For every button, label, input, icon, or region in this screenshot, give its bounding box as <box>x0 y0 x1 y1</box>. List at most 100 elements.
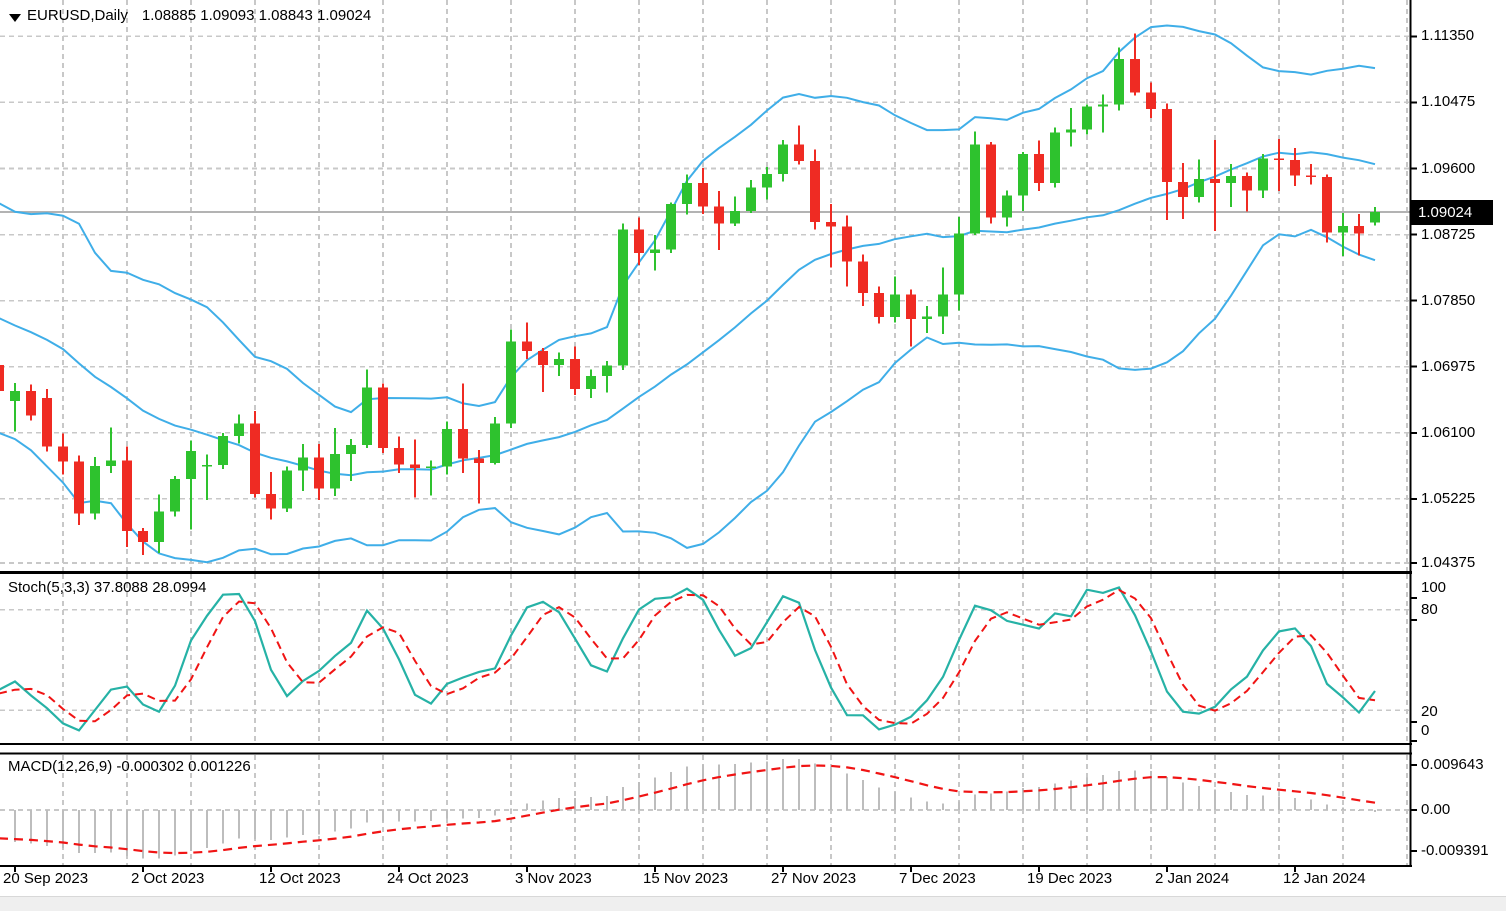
stoch-d-line[interactable] <box>0 588 1376 725</box>
candle[interactable] <box>1082 104 1092 135</box>
candle[interactable] <box>490 416 500 465</box>
candle[interactable] <box>762 167 772 200</box>
candle[interactable] <box>1098 94 1108 133</box>
candle[interactable] <box>778 139 788 182</box>
candle[interactable] <box>154 494 164 553</box>
candle[interactable] <box>858 254 868 306</box>
candle[interactable] <box>938 267 948 334</box>
candle[interactable] <box>698 167 708 214</box>
candle[interactable] <box>10 382 20 432</box>
candle[interactable] <box>1242 172 1252 212</box>
candle[interactable] <box>410 439 420 498</box>
bollinger-lower-band[interactable] <box>0 228 1376 564</box>
candle[interactable] <box>106 427 116 473</box>
candle[interactable] <box>1034 140 1044 192</box>
candle[interactable] <box>250 410 260 498</box>
candle[interactable] <box>794 125 804 165</box>
candle[interactable] <box>1130 33 1140 96</box>
candle[interactable] <box>890 276 900 323</box>
candle[interactable] <box>1338 213 1348 257</box>
candle[interactable] <box>506 329 516 429</box>
candle[interactable] <box>0 356 4 399</box>
candle[interactable] <box>442 421 452 475</box>
candle[interactable] <box>1210 139 1220 232</box>
candle[interactable] <box>298 444 308 491</box>
candle[interactable] <box>1002 190 1012 227</box>
bollinger-middle-band[interactable] <box>0 151 1376 477</box>
candle[interactable] <box>362 369 372 448</box>
macd-signal-line[interactable] <box>0 764 1376 855</box>
candle[interactable] <box>1306 163 1316 185</box>
candle[interactable] <box>394 436 404 473</box>
candle[interactable] <box>634 217 644 266</box>
candle[interactable] <box>1018 151 1028 211</box>
candle[interactable] <box>1322 174 1332 243</box>
candle[interactable] <box>618 223 628 371</box>
candles[interactable] <box>0 33 1380 556</box>
candle[interactable] <box>122 446 132 547</box>
bollinger-upper-band[interactable] <box>0 24 1376 414</box>
candle[interactable] <box>378 383 388 454</box>
candle[interactable] <box>1178 163 1188 220</box>
candle[interactable] <box>1114 47 1124 111</box>
candle[interactable] <box>26 384 36 421</box>
candle[interactable] <box>1194 159 1204 203</box>
macd-histogram[interactable] <box>0 759 1376 859</box>
candle[interactable] <box>842 215 852 287</box>
candle[interactable] <box>650 234 660 271</box>
candle[interactable] <box>1370 206 1380 226</box>
candle[interactable] <box>682 174 692 215</box>
candle[interactable] <box>570 346 580 396</box>
candle[interactable] <box>730 196 740 226</box>
candle[interactable] <box>314 444 324 500</box>
candle[interactable] <box>810 149 820 230</box>
candle[interactable] <box>554 352 564 377</box>
candle[interactable] <box>666 202 676 254</box>
candle[interactable] <box>218 432 228 470</box>
candle[interactable] <box>538 348 548 392</box>
price-axis-label: 1.07850 <box>1421 291 1476 309</box>
candle[interactable] <box>602 361 612 393</box>
candle[interactable] <box>826 203 836 268</box>
candle[interactable] <box>1226 163 1236 208</box>
candle[interactable] <box>1354 213 1364 256</box>
candle[interactable] <box>90 456 100 520</box>
candle[interactable] <box>1258 154 1268 198</box>
candle[interactable] <box>234 414 244 444</box>
candle[interactable] <box>426 460 436 496</box>
candle[interactable] <box>586 369 596 399</box>
candle[interactable] <box>1274 139 1284 192</box>
candle[interactable] <box>42 388 52 452</box>
candle[interactable] <box>474 450 484 504</box>
candle[interactable] <box>986 142 996 224</box>
candle[interactable] <box>138 527 148 556</box>
candle[interactable] <box>170 475 180 517</box>
candle[interactable] <box>1146 82 1156 118</box>
candle[interactable] <box>906 289 916 347</box>
candle[interactable] <box>282 466 292 513</box>
candle[interactable] <box>346 438 356 482</box>
candle[interactable] <box>1290 148 1300 186</box>
candle[interactable] <box>746 179 756 214</box>
stochastic-lines[interactable] <box>0 586 1376 732</box>
macd-study[interactable] <box>0 759 1376 859</box>
candle[interactable] <box>202 454 212 500</box>
candle[interactable] <box>1050 127 1060 188</box>
candle[interactable] <box>458 383 468 473</box>
stoch-k-line[interactable] <box>0 586 1376 732</box>
candle[interactable] <box>714 191 724 251</box>
candle[interactable] <box>922 305 932 334</box>
candle[interactable] <box>874 286 884 324</box>
candle[interactable] <box>1066 108 1076 147</box>
candle[interactable] <box>330 428 340 497</box>
symbol-dropdown-icon[interactable] <box>9 14 21 22</box>
candle[interactable] <box>970 131 980 235</box>
candle[interactable] <box>266 472 276 520</box>
candle[interactable] <box>1162 103 1172 220</box>
candle[interactable] <box>954 216 964 311</box>
candle[interactable] <box>58 433 68 475</box>
candle[interactable] <box>522 322 532 359</box>
candle[interactable] <box>186 440 196 530</box>
candle[interactable] <box>74 455 84 525</box>
